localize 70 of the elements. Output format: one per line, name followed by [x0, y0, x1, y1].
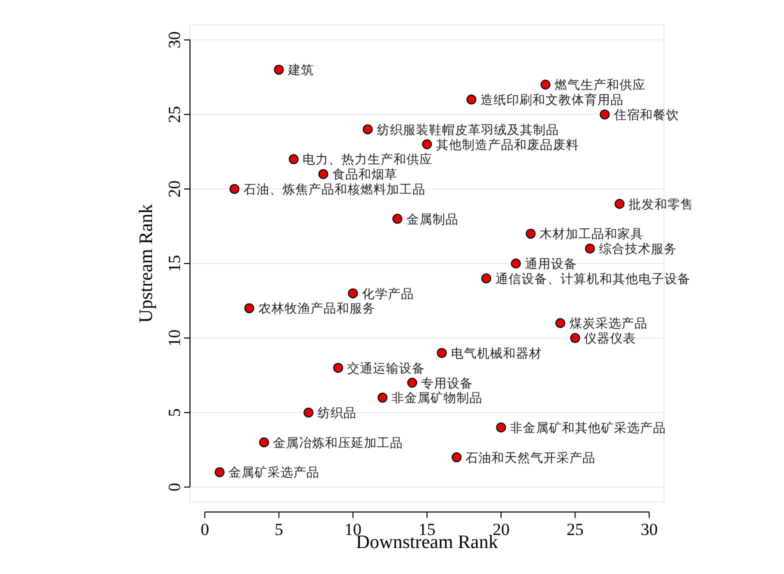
- point: [244, 303, 254, 314]
- y-tick-label: 10: [165, 330, 184, 347]
- point: [570, 333, 580, 344]
- annotation: 纺织服装鞋帽皮革羽绒及其制品: [376, 122, 559, 137]
- annotation: 石油和天然气开采产品: [466, 450, 596, 465]
- x-tick-label: 30: [640, 520, 658, 539]
- annotation: 批发和零售: [628, 197, 694, 212]
- annotation: 交通运输设备: [347, 360, 426, 376]
- point: [526, 228, 536, 239]
- point: [392, 214, 402, 224]
- x-tick-label: 0: [200, 520, 210, 539]
- point: [496, 422, 506, 432]
- annotation: 非金属矿物制品: [392, 391, 483, 406]
- y-tick-label: 0: [165, 482, 184, 492]
- annotation: 农林牧渔产品和服务: [258, 302, 376, 316]
- annotation: 通用设备: [524, 257, 577, 271]
- annotation: 电力、热力生产和供应: [302, 152, 433, 167]
- point: [333, 362, 344, 373]
- point: [378, 392, 388, 403]
- point: [274, 64, 284, 75]
- annotation: 建筑: [286, 63, 314, 78]
- annotation: 化学产品: [362, 286, 414, 301]
- annotation: 电气机械和器材: [450, 346, 542, 360]
- y-axis-title: Upstream Rank: [136, 204, 157, 323]
- y-tick-label: 5: [165, 408, 184, 417]
- point: [481, 273, 492, 284]
- point: [466, 94, 476, 105]
- annotation: 造纸印刷和文教体育用品: [480, 92, 624, 108]
- x-tick-label: 5: [274, 520, 284, 539]
- y-tick-label: 15: [165, 255, 184, 272]
- annotation: 金属制品: [406, 212, 458, 226]
- y-tick-label: 25: [165, 106, 184, 123]
- point: [348, 288, 358, 298]
- point: [452, 452, 462, 462]
- point: [510, 258, 521, 268]
- annotation: 纺织品: [318, 406, 356, 420]
- point: [259, 437, 270, 448]
- annotation: 住宿和餐饮: [612, 106, 679, 122]
- annotation: 木材加工品和家具: [540, 226, 644, 242]
- point: [214, 467, 225, 478]
- point: [555, 318, 566, 328]
- point: [304, 408, 314, 418]
- annotation: 金属矿采选产品: [228, 466, 320, 480]
- x-tick-label: 20: [492, 520, 510, 539]
- annotation: 其他制造产品和废品废料: [436, 138, 579, 152]
- point: [229, 184, 240, 194]
- point: [318, 169, 328, 180]
- x-tick-label: 25: [566, 520, 584, 539]
- annotation: 金属冶炼和压延加工品: [273, 436, 404, 450]
- point: [407, 378, 418, 388]
- y-tick-label: 20: [165, 180, 184, 198]
- point: [422, 139, 432, 150]
- annotation: 煤炭采选产品: [569, 316, 648, 331]
- annotation: 专用设备: [421, 376, 474, 390]
- point: [600, 109, 610, 120]
- annotation: 非金属矿和其他矿采选产品: [510, 420, 666, 435]
- annotation: 仪器仪表: [584, 332, 636, 346]
- point: [436, 348, 447, 358]
- y-tick-label: 30: [165, 31, 184, 48]
- x-tick-label: 15: [418, 520, 436, 539]
- point: [614, 198, 625, 209]
- annotation: 石油、炼焦产品和核燃料加工品: [243, 182, 426, 196]
- annotation: 通信设备、计算机和其他电子设备: [495, 272, 690, 286]
- point: [584, 244, 595, 254]
- point: [362, 124, 373, 134]
- point: [288, 154, 299, 164]
- annotation: 燃气生产和供应: [554, 77, 646, 92]
- annotation: 食品和烟草: [332, 168, 398, 182]
- point: [540, 80, 550, 90]
- annotation: 综合技术服务: [598, 242, 677, 256]
